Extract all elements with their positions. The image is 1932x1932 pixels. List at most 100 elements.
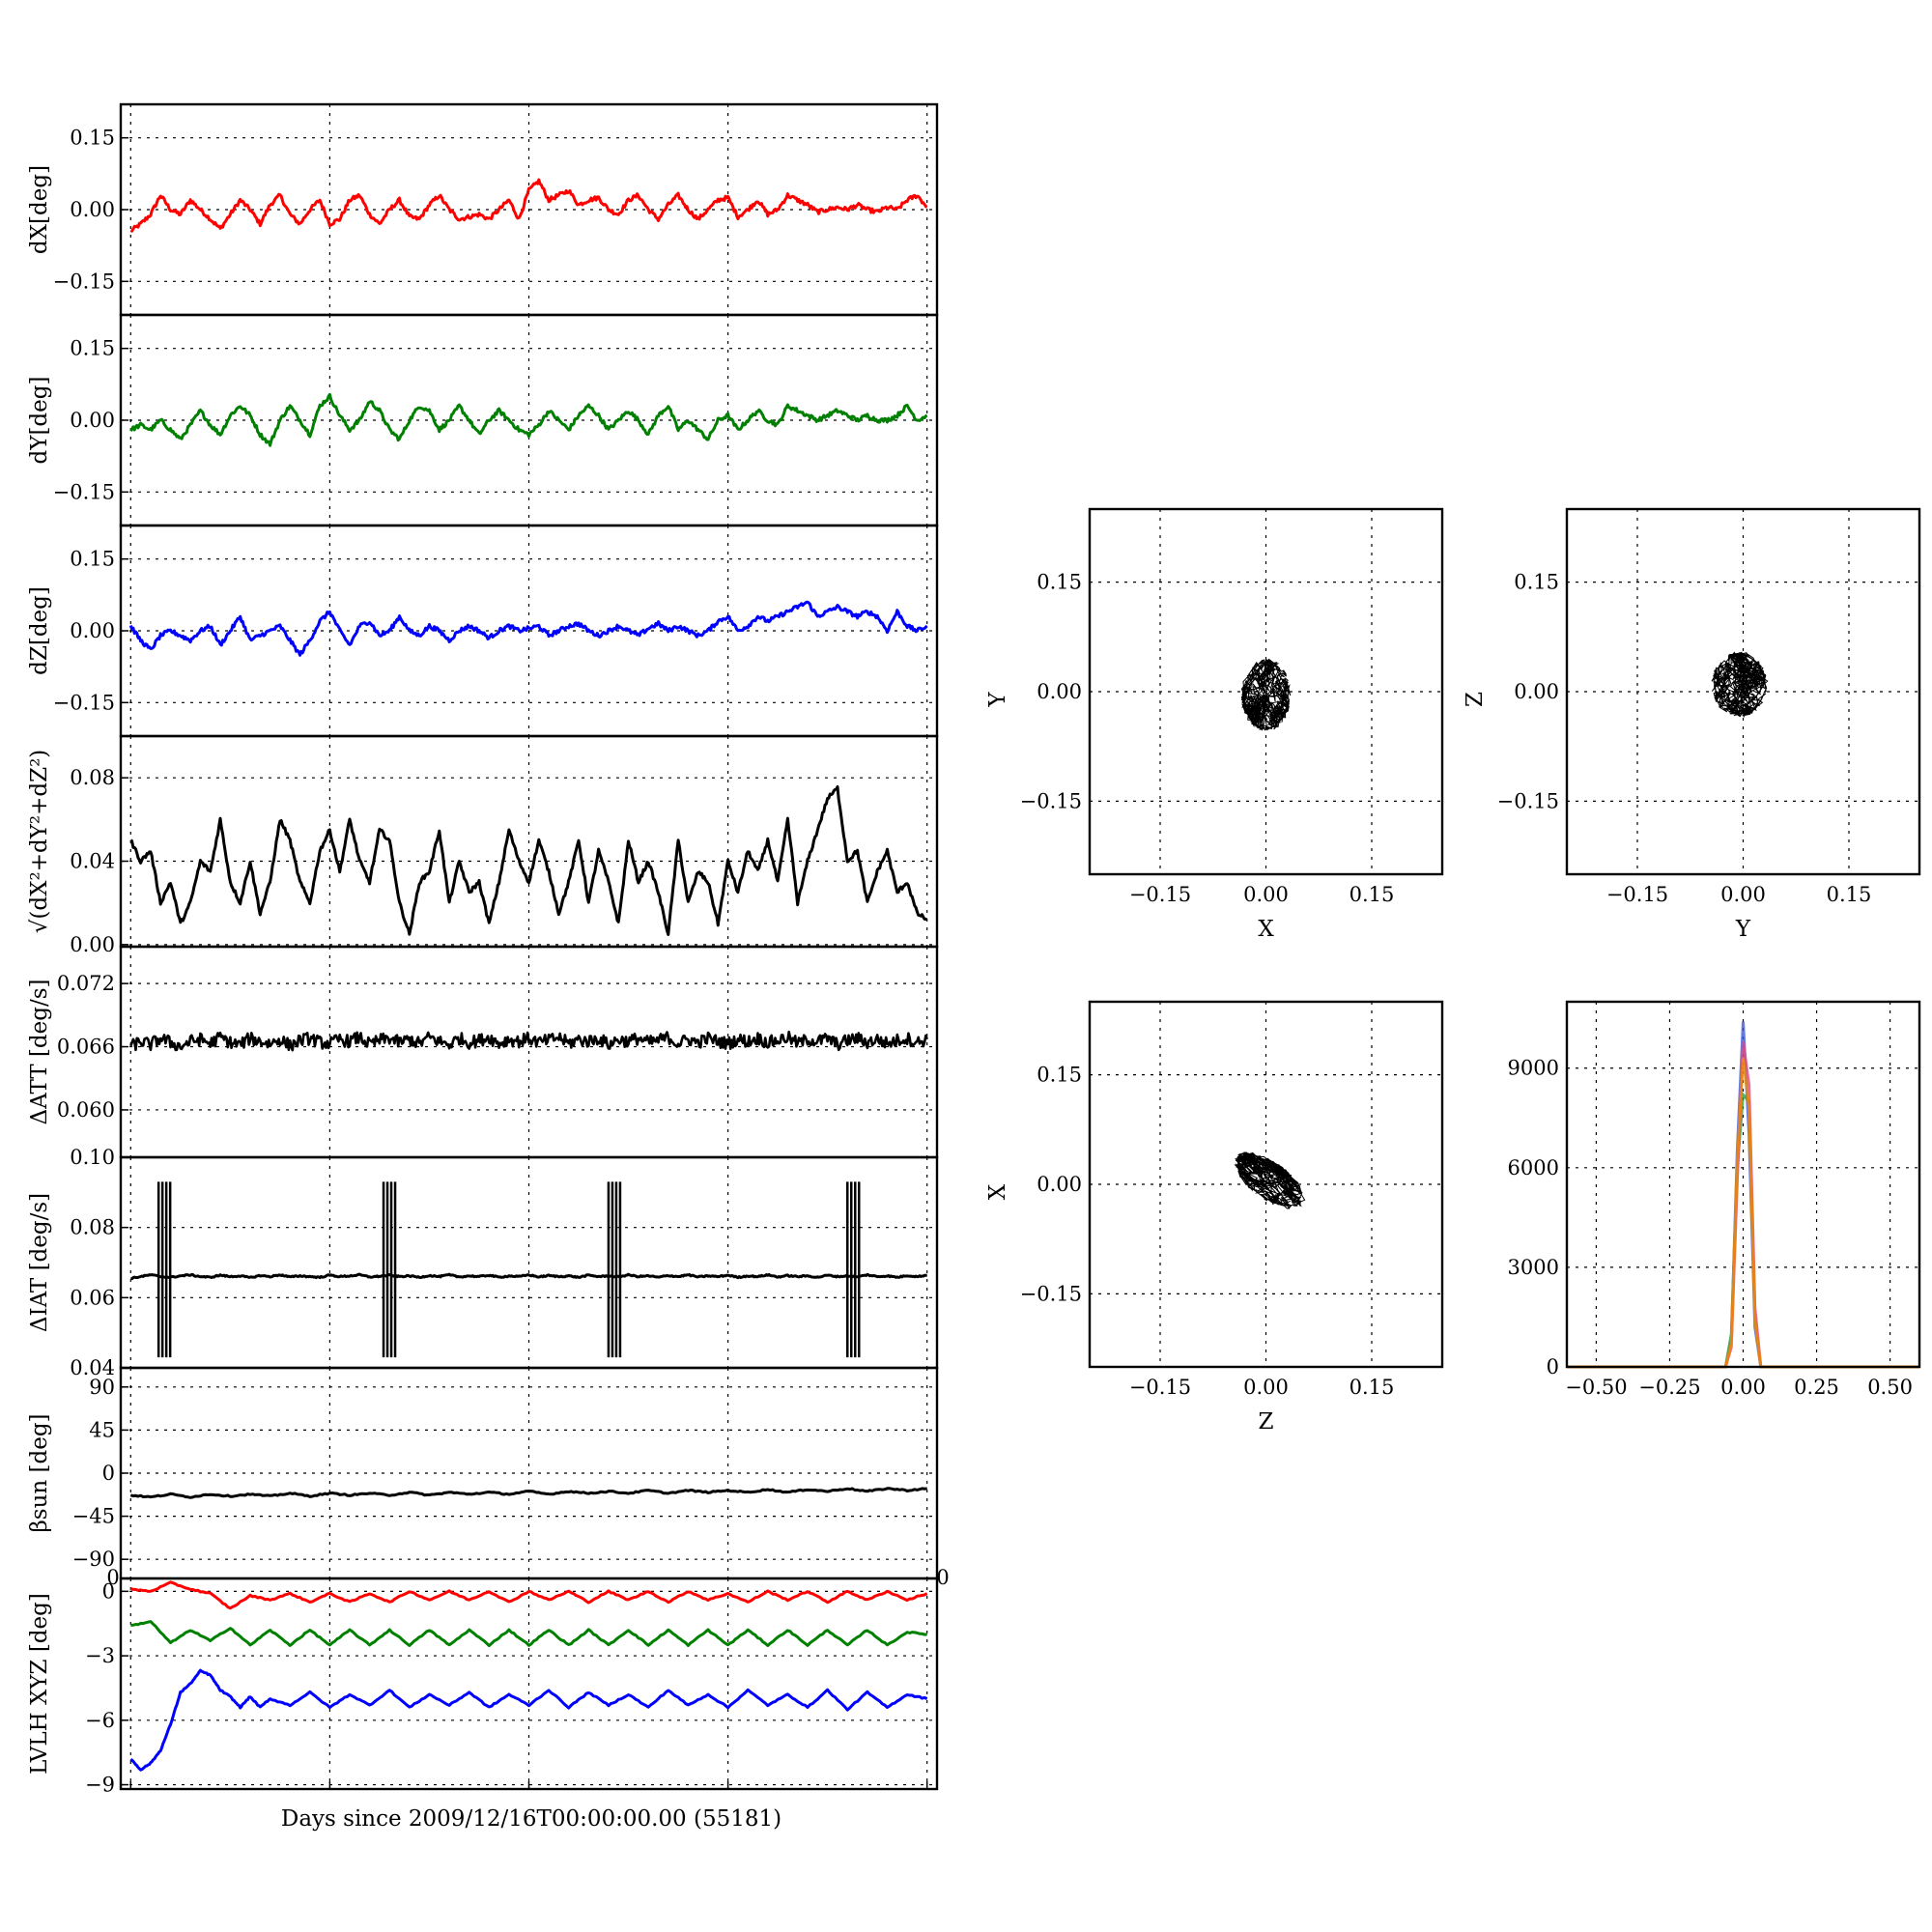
series-line-0 xyxy=(129,785,928,936)
series-line-2 xyxy=(129,1668,928,1772)
histogram-panel xyxy=(1565,1000,1921,1369)
ylabel-3: √(dX²+dY²+dZ²) xyxy=(27,750,52,934)
scatter-trace xyxy=(1711,651,1769,719)
scatter-ylabel: Y xyxy=(985,692,1010,708)
ylabel-7: LVLH XYZ [deg] xyxy=(27,1593,52,1775)
ytick-label: 0.04 xyxy=(70,1356,115,1379)
xtick-label: 0.15 xyxy=(1350,883,1395,906)
scatter-panel-1 xyxy=(1565,507,1921,876)
panel-4 xyxy=(119,945,939,1159)
ytick-label: 0.066 xyxy=(57,1036,115,1059)
scatter-frame xyxy=(1088,1000,1444,1369)
xtick-label: −0.25 xyxy=(1638,1376,1700,1399)
ytick-label: 0.15 xyxy=(70,337,115,360)
ytick-label: −0.15 xyxy=(1497,789,1559,812)
plot-area xyxy=(129,1580,928,1772)
plot-area xyxy=(129,1487,927,1499)
ytick-label: −45 xyxy=(72,1505,115,1528)
ytick-label: 0.00 xyxy=(70,933,115,956)
ytick-label: 0.15 xyxy=(1037,1064,1082,1087)
series-line-0 xyxy=(129,392,928,447)
xtick-label: −0.15 xyxy=(1129,1376,1191,1399)
ylabel-6: βsun [deg] xyxy=(27,1413,52,1532)
ylabel-2: dZ[deg] xyxy=(27,586,52,675)
series-line-1 xyxy=(130,1620,927,1648)
corner-tick-left: 0 xyxy=(106,1566,119,1589)
ytick-label: −6 xyxy=(85,1709,115,1732)
ytick-label: 0.06 xyxy=(70,1286,115,1309)
ytick-label: 0.060 xyxy=(57,1098,115,1122)
corner-tick-right: 0 xyxy=(936,1566,949,1589)
ytick-label: 0 xyxy=(1547,1355,1559,1378)
ytick-label: 0.15 xyxy=(1037,571,1082,594)
panel-2 xyxy=(119,524,939,738)
scatter-panel-0 xyxy=(1088,507,1444,876)
scatter-xlabel: Y xyxy=(1735,917,1751,942)
scatter-frame xyxy=(1565,507,1921,876)
series-line-0 xyxy=(129,1030,928,1052)
xtick-label: 0.00 xyxy=(1720,883,1766,906)
ytick-label: −90 xyxy=(72,1548,115,1571)
ytick-label: −0.15 xyxy=(53,480,115,503)
xtick-label: 0.50 xyxy=(1867,1376,1913,1399)
figure-xlabel: Days since 2009/12/16T00:00:00.00 (55181… xyxy=(280,1806,782,1832)
xtick-label: −0.15 xyxy=(1129,883,1191,906)
xtick-label: −0.15 xyxy=(1606,883,1668,906)
scatter-ylabel: X xyxy=(985,1183,1010,1200)
plot-area xyxy=(129,1030,928,1052)
ytick-label: 0.072 xyxy=(57,972,115,995)
ytick-label: 9000 xyxy=(1508,1057,1559,1080)
series-line-0 xyxy=(128,600,928,657)
ytick-label: 0.00 xyxy=(1037,1173,1082,1196)
ytick-label: −0.15 xyxy=(53,691,115,714)
xtick-label: 0.00 xyxy=(1720,1376,1766,1399)
ytick-label: 6000 xyxy=(1508,1156,1559,1179)
scatter-xlabel: X xyxy=(1258,917,1274,942)
ylabel-1: dY[deg] xyxy=(27,377,52,465)
scatter-ylabel: Z xyxy=(1463,692,1488,707)
ytick-label: 0.08 xyxy=(70,1216,115,1239)
ytick-label: −0.15 xyxy=(1020,789,1082,812)
xtick-label: −0.50 xyxy=(1565,1376,1627,1399)
xtick-label: 0.00 xyxy=(1243,883,1289,906)
ylabel-4: ΔATT [deg/s] xyxy=(27,980,52,1125)
ytick-label: 0.15 xyxy=(1514,571,1559,594)
xtick-label: 0.00 xyxy=(1243,1376,1289,1399)
hist-series-3 xyxy=(1567,1058,1919,1369)
ytick-label: 0 xyxy=(102,1462,115,1485)
ytick-label: 45 xyxy=(89,1418,115,1441)
plot-area xyxy=(129,392,928,447)
ytick-label: 0.08 xyxy=(70,766,115,789)
panel-7 xyxy=(119,1577,939,1791)
ytick-label: −0.15 xyxy=(53,270,115,293)
panel-6 xyxy=(119,1366,939,1580)
ytick-label: −0.15 xyxy=(1020,1282,1082,1305)
panel-1 xyxy=(119,313,939,527)
ylabel-5: ΔIAT [deg/s] xyxy=(27,1193,52,1332)
ytick-label: 3000 xyxy=(1508,1256,1559,1279)
ytick-label: 0.00 xyxy=(70,409,115,432)
ytick-label: 0.15 xyxy=(70,548,115,571)
ytick-label: 0.00 xyxy=(70,198,115,221)
ytick-label: 0.00 xyxy=(70,619,115,642)
panel-3 xyxy=(119,734,939,949)
series-line-0 xyxy=(129,1487,927,1499)
series-line-0 xyxy=(129,178,928,233)
ytick-label: 90 xyxy=(89,1376,115,1399)
series-line-0 xyxy=(129,1580,928,1610)
ytick-label: 0.15 xyxy=(70,127,115,150)
series-line-0 xyxy=(130,1272,927,1281)
xtick-label: 0.15 xyxy=(1827,883,1872,906)
plot-area xyxy=(130,1181,927,1358)
panel-5 xyxy=(119,1155,939,1370)
plot-area xyxy=(128,600,928,657)
ytick-label: 0.10 xyxy=(70,1146,115,1169)
panel-0 xyxy=(119,102,939,317)
plot-area xyxy=(129,785,928,936)
scatter-frame xyxy=(1088,507,1444,876)
xtick-label: 0.15 xyxy=(1350,1376,1395,1399)
scatter-panel-2 xyxy=(1088,1000,1444,1369)
ytick-label: −9 xyxy=(85,1774,115,1797)
ytick-label: 0.00 xyxy=(1037,680,1082,703)
